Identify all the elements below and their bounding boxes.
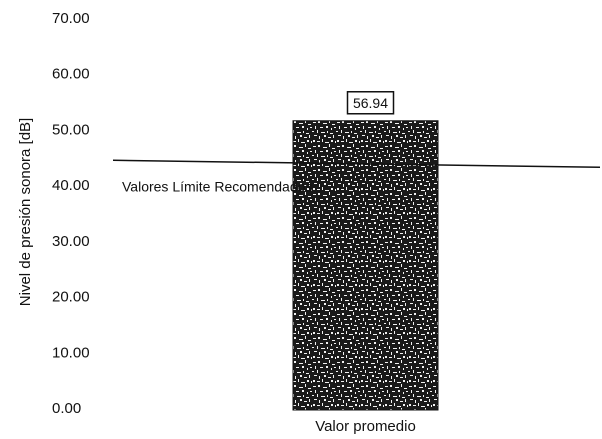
y-tick-label: 70.00 <box>52 10 90 27</box>
y-tick-label: 30.00 <box>52 233 90 250</box>
y-tick-labels: 0.00 10.00 20.00 30.00 40.00 50.00 60.00… <box>52 10 90 417</box>
y-axis-title: Nivel de presión sonora [dB] <box>17 118 34 306</box>
y-tick-label: 20.00 <box>52 289 90 306</box>
y-tick-label: 60.00 <box>52 66 90 83</box>
y-tick-label: 50.00 <box>52 121 90 138</box>
x-category-label: Valor promedio <box>315 418 416 435</box>
data-label-box <box>346 91 395 115</box>
bar-valor-promedio <box>292 120 439 411</box>
data-label-value: 56.94 <box>353 95 388 111</box>
reference-line <box>112 159 601 169</box>
y-tick-label: 0.00 <box>52 400 81 417</box>
y-tick-label: 10.00 <box>52 344 90 361</box>
reference-line-label: Valores Límite Recomendados <box>122 178 312 194</box>
bar-data-label: 56.94 <box>346 91 395 115</box>
y-tick-label: 40.00 <box>52 177 90 194</box>
